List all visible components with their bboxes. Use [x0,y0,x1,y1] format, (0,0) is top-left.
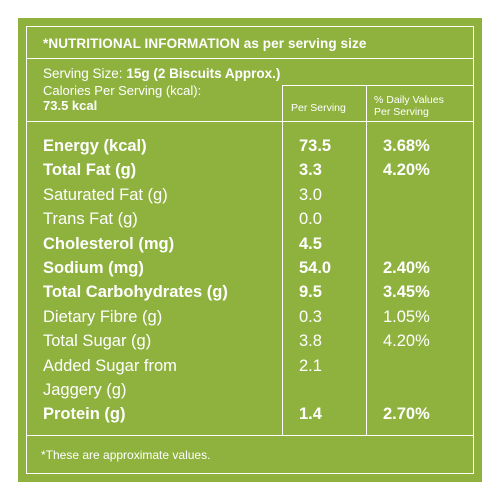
nutrient-row: Cholesterol (mg) 4.5 [27,235,473,259]
divider-header-top [282,85,473,86]
footnote: *These are approximate values. [41,448,211,462]
daily-value: 3.68% [383,137,430,155]
table-title: *NUTRITIONAL INFORMATION as per serving … [43,36,367,51]
daily-value: 1.05% [383,307,430,326]
nutrient-row: Total Carbohydrates (g) 9.5 3.45% [27,283,473,307]
per-serving-value: 73.5 [299,137,332,155]
serving-size-label: Serving Size: [43,66,123,81]
per-serving-value: 2.1 [299,356,322,375]
nutrient-name: Protein (g) [43,405,126,424]
per-serving-value: 3.3 [299,161,322,180]
daily-value: 4.20% [383,161,430,180]
nutrient-row: Jaggery (g) [27,381,473,405]
nutrient-row: Protein (g) 1.4 2.70% [27,405,473,429]
nutrient-row: Total Sugar (g) 3.8 4.20% [27,332,473,356]
divider-title [27,58,473,59]
column-header-daily-values-line1: % Daily Values [374,94,444,106]
nutrient-row: Saturated Fat (g) 3.0 [27,186,473,210]
column-header-daily-values-line2: Per Serving [374,106,429,118]
calories-label: Calories Per Serving (kcal): [43,83,202,98]
per-serving-value: 9.5 [299,283,322,302]
daily-value: 3.45% [383,283,430,302]
nutrient-row: Dietary Fibre (g) 0.3 1.05% [27,308,473,332]
nutrient-name: Dietary Fibre (g) [43,307,163,326]
nutrient-name: Trans Fat (g) [43,210,138,229]
nutrient-name: Sodium (mg) [43,259,144,277]
nutrient-name: Added Sugar from [43,356,177,375]
per-serving-value: 4.5 [299,234,322,253]
nutrition-panel: *NUTRITIONAL INFORMATION as per serving … [18,18,482,482]
divider-column-1 [282,85,283,435]
nutrient-name: Energy (kcal) [43,137,147,155]
nutrient-name: Total Carbohydrates (g) [43,283,228,302]
column-header-per-serving: Per Serving [291,102,346,114]
calories-value: 73.5 kcal [43,98,98,113]
nutrient-row: Added Sugar from 2.1 [27,357,473,381]
nutrient-name: Saturated Fat (g) [43,185,168,204]
nutrient-name: Total Sugar (g) [43,332,152,351]
nutrient-name: Cholesterol (mg) [43,234,175,253]
per-serving-value: 3.8 [299,332,322,351]
nutrition-table-frame: *NUTRITIONAL INFORMATION as per serving … [26,26,474,474]
divider-header-bottom [27,121,473,122]
nutrient-name: Jaggery (g) [43,381,127,399]
nutrient-row: Sodium (mg) 54.0 2.40% [27,259,473,283]
column-header-daily-values: % Daily Values Per Serving [374,94,444,118]
nutrient-name: Total Fat (g) [43,161,137,180]
per-serving-value: 0.3 [299,307,322,326]
per-serving-value: 0.0 [299,210,322,229]
nutrient-row: Total Fat (g) 3.3 4.20% [27,161,473,185]
divider-footer [27,435,473,436]
nutrient-row: Energy (kcal) 73.5 3.68% [27,137,473,161]
daily-value: 4.20% [383,332,430,351]
per-serving-value: 3.0 [299,185,322,204]
per-serving-value: 1.4 [299,405,322,424]
daily-value: 2.40% [383,259,430,277]
daily-value: 2.70% [383,405,430,424]
serving-size: Serving Size: 15g (2 Biscuits Approx.) [43,66,280,81]
serving-size-value: 15g (2 Biscuits Approx.) [126,66,281,81]
nutrient-row: Trans Fat (g) 0.0 [27,210,473,234]
divider-column-2 [366,85,367,435]
per-serving-value: 54.0 [299,259,332,277]
